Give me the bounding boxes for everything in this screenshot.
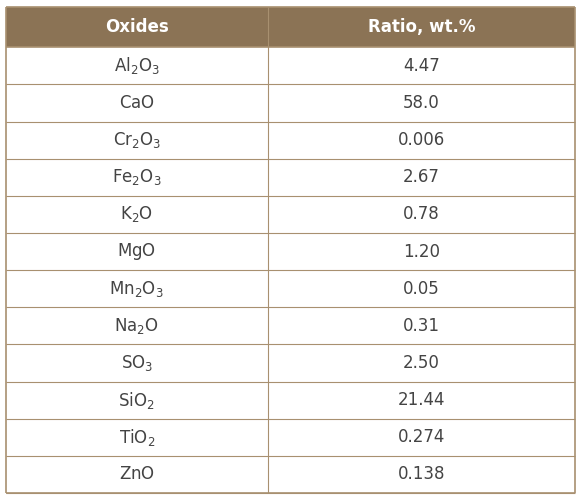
Bar [6, 47, 575, 85]
Bar [6, 85, 575, 122]
Text: 0.78: 0.78 [403, 206, 440, 224]
Text: 0.31: 0.31 [403, 317, 440, 335]
Bar [6, 456, 575, 493]
Text: $\mathrm{Cr_2O_3}$: $\mathrm{Cr_2O_3}$ [113, 130, 161, 150]
Bar [6, 419, 575, 456]
Text: Ratio, wt.%: Ratio, wt.% [368, 18, 475, 36]
Text: $\mathrm{Na_2O}$: $\mathrm{Na_2O}$ [114, 316, 159, 336]
Text: 21.44: 21.44 [398, 391, 445, 409]
Text: $\mathrm{TiO_2}$: $\mathrm{TiO_2}$ [119, 427, 155, 448]
Text: 58.0: 58.0 [403, 94, 440, 112]
Text: $\mathrm{Mn_2O_3}$: $\mathrm{Mn_2O_3}$ [109, 279, 164, 299]
Text: $\mathrm{ZnO}$: $\mathrm{ZnO}$ [119, 466, 155, 484]
Bar [6, 345, 575, 381]
Bar [6, 122, 575, 159]
Text: 4.47: 4.47 [403, 57, 440, 75]
Bar [6, 307, 575, 345]
Text: 1.20: 1.20 [403, 243, 440, 260]
Bar [6, 233, 575, 270]
Bar [6, 196, 575, 233]
Text: 0.006: 0.006 [398, 131, 445, 149]
Text: $\mathrm{MgO}$: $\mathrm{MgO}$ [117, 241, 156, 262]
Text: $\mathrm{SiO_2}$: $\mathrm{SiO_2}$ [119, 389, 155, 411]
Text: Oxides: Oxides [105, 18, 168, 36]
Text: $\mathrm{CaO}$: $\mathrm{CaO}$ [119, 94, 155, 112]
Text: 0.274: 0.274 [398, 428, 445, 446]
Text: 0.138: 0.138 [398, 466, 445, 484]
Text: $\mathrm{Fe_2O_3}$: $\mathrm{Fe_2O_3}$ [112, 167, 162, 187]
Text: 0.05: 0.05 [403, 280, 440, 298]
Bar [6, 381, 575, 419]
Text: $\mathrm{SO_3}$: $\mathrm{SO_3}$ [121, 353, 153, 373]
Text: 2.67: 2.67 [403, 168, 440, 186]
Text: 2.50: 2.50 [403, 354, 440, 372]
Text: $\mathrm{Al_2O_3}$: $\mathrm{Al_2O_3}$ [114, 55, 160, 76]
Bar [6, 270, 575, 307]
Bar [6, 7, 575, 47]
Text: $\mathrm{K_2O}$: $\mathrm{K_2O}$ [120, 205, 153, 225]
Bar [6, 159, 575, 196]
